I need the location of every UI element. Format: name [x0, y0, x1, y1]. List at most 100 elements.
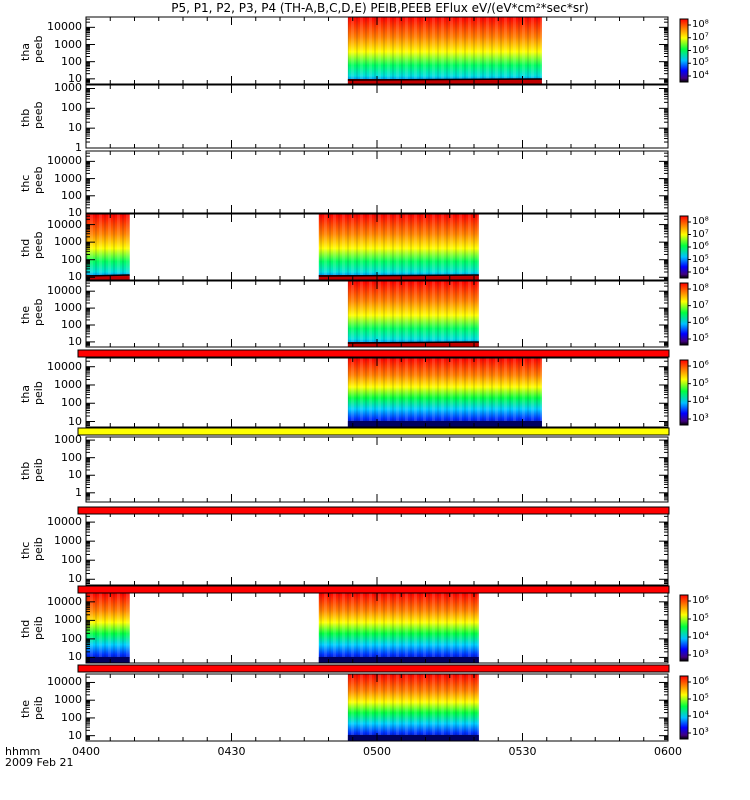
panel-thd-peeb-colorbar: [679, 215, 689, 279]
separator-bar-3: [77, 585, 670, 594]
date-label: 2009 Feb 21: [5, 756, 74, 769]
panel-thb-peib-frame: [85, 436, 669, 503]
panel-thc-peeb-ytick-label: 10: [68, 206, 82, 219]
panel-the-peeb-colorbar-label: 10⁷: [692, 299, 709, 311]
panel-tha-peeb-colorbar-label: 10⁷: [692, 31, 709, 43]
panel-the-peib-ytick-label: 1000: [54, 693, 82, 707]
panel-thd-peeb-cutoff-line-1: [318, 274, 479, 277]
panel-the-peeb-colorbar-label: 10⁸: [692, 283, 709, 294]
panel-the-peeb-ytick-label: 10: [68, 334, 82, 348]
panel-thd-peeb-low-energy-band-0: [86, 275, 130, 280]
panel-the-peib-texture-0: [347, 674, 479, 741]
panel-thc-peib-ytick-label: 10: [68, 572, 82, 586]
panel-thd-peib-texture-1: [318, 593, 479, 663]
panel-thb-peeb-frame: [85, 84, 669, 149]
panel-thb-peib-probe-label: thb: [19, 461, 32, 480]
panel-thd-peib-low-energy-band-1: [318, 657, 479, 663]
panel-tha-peib-colorbar-label: 10⁵: [692, 377, 709, 389]
panel-thd-peeb-texture-0: [86, 214, 130, 280]
xtick-label-0400: 0400: [72, 745, 100, 758]
panel-thc-peeb-ytick-label: 10000: [47, 154, 82, 168]
panel-thc-peeb-ytick-label: 100: [61, 188, 82, 202]
xtick-label-0600: 0600: [654, 745, 682, 758]
panel-thd-peib-colorbar-label: 10⁴: [692, 631, 709, 642]
panel-tha-peib-colorbar-label: 10⁶: [692, 360, 709, 371]
xtick-label-0430: 0430: [217, 745, 246, 758]
panel-thc-peib-ytick-label: 1000: [54, 534, 82, 548]
panel-thc-peeb-ytick-label: 1000: [54, 171, 82, 185]
panel-thb-peeb-ytick-label: 1000: [54, 81, 82, 95]
panel-thc-peeb-frame: [85, 150, 669, 214]
panel-thd-peeb-ytick-label: 100: [61, 252, 82, 266]
panel-thb-peib-ytick-label: 10: [68, 468, 82, 482]
panel-tha-peeb-colorbar-label: 10⁸: [692, 19, 709, 30]
plot-title: P5, P1, P2, P3, P4 (TH-A,B,C,D,E) PEIB,P…: [171, 1, 589, 15]
separator-bar-4: [77, 664, 670, 673]
panel-thc-peib-probe-label: thc: [19, 541, 32, 559]
panel-thb-peeb-ytick-label: 100: [61, 101, 82, 115]
panel-tha-peib-ytick-label: 10000: [47, 359, 82, 373]
panel-thd-peib-colorbar-label: 10⁵: [692, 613, 709, 624]
panel-the-peeb-texture-0: [347, 281, 479, 347]
panel-thd-peib-colorbar: [679, 594, 689, 662]
panel-thd-peeb-product-label: peeb: [32, 231, 45, 260]
separator-bar-1: [77, 427, 670, 436]
panel-thc-peeb-product-label: peeb: [32, 166, 45, 195]
panel-tha-peib-ytick-label: 1000: [54, 377, 82, 391]
panel-tha-peeb-colorbar-label: 10⁴: [692, 70, 709, 81]
panel-the-peeb-colorbar: [679, 282, 689, 346]
panel-thd-peeb-colorbar-label: 10⁸: [692, 216, 709, 227]
panel-thb-peeb-product-label: peeb: [32, 101, 45, 129]
panel-thd-peeb-cutoff-line-0: [85, 274, 130, 277]
panel-thb-peeb-ytick-label: 1: [75, 141, 82, 154]
panel-tha-peib-ytick-label: 100: [61, 396, 82, 410]
panel-thd-peeb-texture-1: [318, 214, 479, 280]
panel-thb-peib-ytick-label: 1000: [54, 433, 82, 447]
panel-thd-peeb-ytick-label: 1000: [54, 235, 82, 249]
panel-thd-peeb-colorbar-label: 10⁵: [692, 253, 709, 265]
panel-the-peib-probe-label: the: [19, 699, 32, 718]
panel-thd-peeb-colorbar-label: 10⁷: [692, 228, 709, 240]
panel-the-peib-ytick-label: 10: [68, 728, 82, 742]
panel-thd-peib-probe-label: thd: [19, 619, 32, 638]
panel-the-peib-ytick-label: 100: [61, 710, 82, 724]
panel-thc-peib-frame: [85, 512, 669, 586]
panel-tha-peeb-texture-0: [347, 17, 542, 84]
panel-tha-peeb-colorbar: [679, 18, 689, 83]
panel-thb-peib-ytick-label: 100: [61, 450, 82, 464]
panel-tha-peeb-ytick-label: 100: [61, 54, 82, 68]
panel-tha-peeb-colorbar-label: 10⁶: [692, 44, 709, 56]
panel-thd-peeb-probe-label: thd: [19, 238, 32, 257]
xtick-label-0530: 0530: [508, 745, 537, 758]
panel-the-peeb-cutoff-line-0: [347, 341, 479, 344]
panel-tha-peeb-ytick-label: 1000: [54, 37, 82, 51]
panel-thd-peib-colorbar-label: 10⁶: [692, 595, 709, 606]
panel-tha-peeb-colorbar-label: 10⁵: [692, 57, 709, 69]
panel-tha-peeb-ytick-label: 10: [68, 71, 82, 85]
panel-thd-peeb-ytick-label: 10000: [47, 217, 82, 231]
panel-the-peeb-ytick-label: 10000: [47, 284, 82, 298]
separator-bar-2: [77, 506, 670, 515]
panel-tha-peeb-low-energy-band-0: [347, 79, 542, 84]
panel-tha-peib-colorbar-label: 10³: [692, 413, 709, 424]
panel-tha-peeb-ytick-label: 10000: [47, 20, 82, 34]
panel-thd-peib-low-energy-band-0: [86, 657, 130, 663]
panel-the-peeb-ytick-label: 1000: [54, 301, 82, 315]
panel-thb-peeb-ytick-label: 10: [68, 121, 82, 135]
panel-the-peib-product-label: peib: [32, 695, 45, 720]
panel-the-peeb-colorbar-label: 10⁵: [692, 333, 709, 344]
panel-tha-peeb-probe-label: tha: [19, 42, 32, 61]
panel-thd-peib-ytick-label: 10000: [47, 594, 82, 608]
panel-thc-peib-ytick-label: 100: [61, 553, 82, 567]
panel-tha-peib-low-energy-band-0: [347, 421, 542, 427]
xtick-label-0500: 0500: [363, 745, 391, 758]
panel-thb-peib-product-label: peib: [32, 457, 45, 482]
panel-the-peeb-colorbar-label: 10⁶: [692, 316, 709, 328]
panel-tha-peib-colorbar: [679, 359, 689, 426]
panel-tha-peib-probe-label: tha: [19, 384, 32, 403]
panel-thd-peeb-colorbar-label: 10⁴: [692, 266, 709, 277]
panel-tha-peeb-cutoff-line-0: [347, 78, 542, 81]
separator-bar-0: [77, 349, 670, 358]
panel-thd-peeb-ytick-label: 10: [68, 270, 82, 284]
panel-thd-peib-ytick-label: 10: [68, 650, 82, 664]
